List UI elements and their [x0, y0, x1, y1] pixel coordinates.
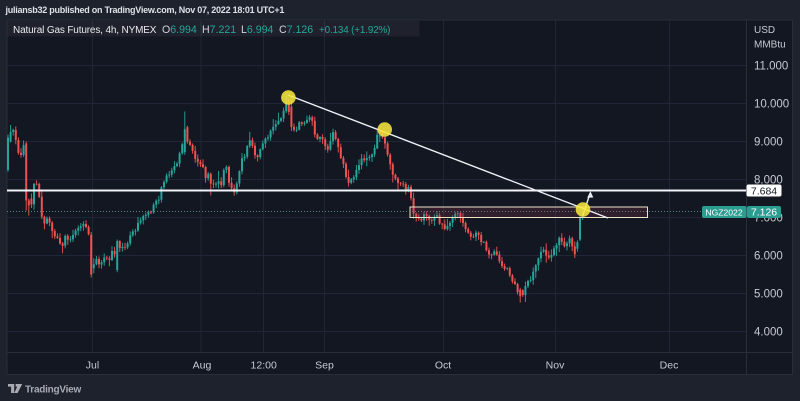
svg-text:H7.221: H7.221 — [202, 24, 236, 36]
svg-text:L6.994: L6.994 — [241, 24, 274, 36]
svg-text:USD: USD — [754, 25, 775, 36]
svg-text:9.000: 9.000 — [754, 137, 783, 149]
svg-text:7.684: 7.684 — [751, 186, 777, 198]
svg-text:6.000: 6.000 — [754, 251, 783, 263]
svg-text:Sep: Sep — [315, 360, 334, 372]
svg-text:Dec: Dec — [660, 360, 679, 372]
svg-text:TradingView: TradingView — [25, 385, 81, 396]
svg-text:O6.994: O6.994 — [162, 24, 197, 36]
svg-text:Aug: Aug — [193, 360, 212, 372]
svg-text:11.000: 11.000 — [754, 61, 788, 73]
svg-text:C7.126: C7.126 — [279, 24, 313, 36]
svg-text:Jul: Jul — [86, 360, 99, 372]
svg-text:MMBtu: MMBtu — [754, 40, 786, 51]
svg-text:7.126: 7.126 — [751, 207, 777, 219]
svg-text:juliansb32 published on Tradin: juliansb32 published on TradingView.com,… — [5, 5, 285, 15]
svg-text:+0.134 (+1.92%): +0.134 (+1.92%) — [319, 25, 390, 36]
svg-text:12:00: 12:00 — [251, 360, 277, 372]
svg-text:4.000: 4.000 — [754, 327, 783, 339]
svg-text:Natural Gas Futures, 4h, NYMEX: Natural Gas Futures, 4h, NYMEX — [13, 25, 157, 36]
svg-text:NGZ2022: NGZ2022 — [705, 207, 742, 217]
svg-text:5.000: 5.000 — [754, 289, 783, 301]
svg-text:10.000: 10.000 — [754, 99, 789, 111]
svg-text:8.000: 8.000 — [754, 175, 783, 187]
svg-text:Nov: Nov — [546, 360, 565, 372]
svg-text:Oct: Oct — [435, 360, 451, 372]
